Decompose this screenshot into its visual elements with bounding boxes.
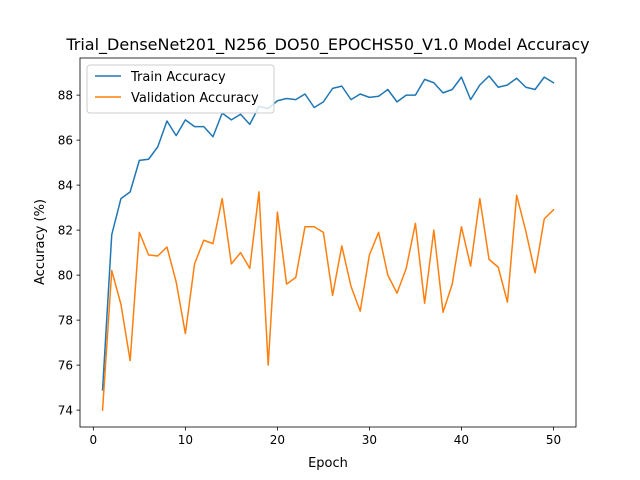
legend-label-train-accuracy: Train Accuracy	[130, 70, 226, 85]
y-tick-label: 78	[58, 314, 73, 328]
y-tick-label: 86	[58, 134, 73, 148]
x-tick-label: 30	[362, 433, 377, 447]
y-tick-label: 82	[58, 224, 73, 238]
y-axis-ticks: 74 76 78 80 82 84 86 88	[58, 89, 80, 418]
y-axis-label: Accuracy (%)	[33, 199, 48, 285]
chart-title: Trial_DenseNet201_N256_DO50_EPOCHS50_V1.…	[65, 35, 589, 55]
series-line-validation-accuracy	[101, 191, 555, 411]
x-tick-label: 0	[90, 433, 98, 447]
plot-frame	[79, 57, 577, 428]
y-tick-label: 84	[58, 179, 73, 193]
series-line-train-accuracy	[101, 75, 555, 391]
legend-label-validation-accuracy: Validation Accuracy	[131, 91, 259, 106]
y-tick-label: 88	[58, 89, 73, 103]
plot-area	[80, 58, 576, 427]
y-tick-label: 74	[58, 404, 73, 418]
legend: Train Accuracy Validation Accuracy	[86, 64, 275, 114]
x-tick-label: 40	[454, 433, 469, 447]
x-tick-label: 50	[546, 433, 561, 447]
y-tick-label: 80	[58, 269, 73, 283]
legend-box	[86, 64, 275, 114]
x-axis-label: Epoch	[308, 456, 348, 471]
x-axis-ticks: 0 10 20 30 40 50	[90, 427, 561, 447]
x-tick-label: 10	[178, 433, 193, 447]
series-layer	[101, 75, 555, 411]
y-tick-label: 76	[58, 359, 73, 373]
x-tick-label: 20	[270, 433, 285, 447]
